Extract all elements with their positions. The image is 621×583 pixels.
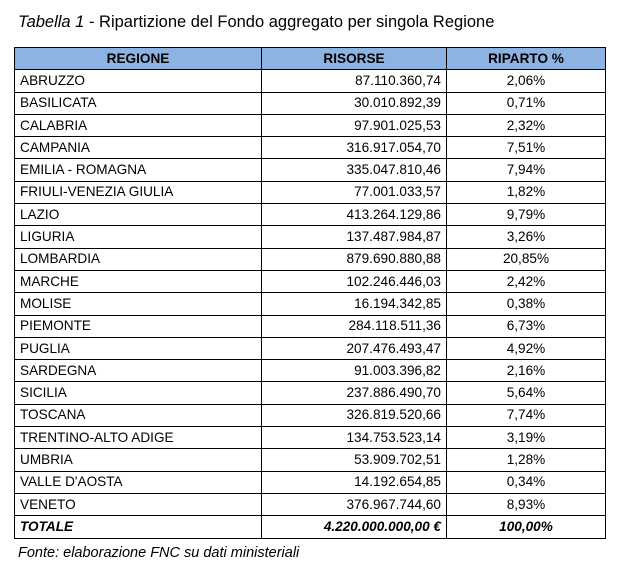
share-cell: 6,73% xyxy=(446,314,606,338)
resources-cell: 16.194.342,85 xyxy=(261,292,447,316)
regional-fund-table: REGIONE RISORSE RIPARTO % ABRUZZO 87.110.… xyxy=(14,46,606,539)
share-cell: 1,28% xyxy=(446,448,606,472)
table-row: SICILIA 237.886.490,70 5,64% xyxy=(14,381,606,405)
share-cell: 2,06% xyxy=(446,69,606,93)
share-cell: 2,32% xyxy=(446,113,606,138)
share-cell: 0,71% xyxy=(446,91,606,115)
share-cell: 2,16% xyxy=(446,359,606,383)
share-cell: 7,74% xyxy=(446,403,606,428)
region-cell: EMILIA - ROMAGNA xyxy=(14,158,262,182)
table-caption: Tabella 1 - Ripartizione del Fondo aggre… xyxy=(18,13,494,32)
total-share-cell: 100,00% xyxy=(446,515,606,539)
table-body: ABRUZZO 87.110.360,74 2,06% BASILICATA 30.01… xyxy=(14,69,606,539)
resources-cell: 91.003.396,82 xyxy=(261,359,447,383)
share-cell: 4,92% xyxy=(446,336,606,361)
total-region-cell: TOTALE xyxy=(14,515,262,539)
region-cell: VENETO xyxy=(14,492,262,517)
resources-cell: 284.118.511,36 xyxy=(261,314,447,338)
region-cell: TOSCANA xyxy=(14,403,262,428)
table-row: TRENTINO-ALTO ADIGE 134.753.523,14 3,19% xyxy=(14,426,606,450)
region-cell: MOLISE xyxy=(14,292,262,316)
region-cell: CAMPANIA xyxy=(14,136,262,160)
region-cell: CALABRIA xyxy=(14,113,262,138)
share-cell: 0,38% xyxy=(446,292,606,316)
table-row: LOMBARDIA 879.690.880,88 20,85% xyxy=(14,247,606,271)
total-row: TOTALE 4.220.000.000,00 €100,00% xyxy=(14,515,606,539)
table-row: LAZIO 413.264.129,86 9,79% xyxy=(14,203,606,227)
table-row: TOSCANA 326.819.520,66 7,74% xyxy=(14,403,606,428)
caption-label: Tabella 1 xyxy=(18,13,85,31)
resources-cell: 879.690.880,88 xyxy=(261,247,447,271)
caption-text: Ripartizione del Fondo aggregato per sin… xyxy=(99,13,495,31)
region-cell: PUGLIA xyxy=(14,336,262,361)
resources-cell: 326.819.520,66 xyxy=(261,403,447,428)
region-cell: MARCHE xyxy=(14,269,262,294)
table-row: UMBRIA 53.909.702,51 1,28% xyxy=(14,448,606,472)
resources-cell: 30.010.892,39 xyxy=(261,91,447,115)
region-cell: TRENTINO-ALTO ADIGE xyxy=(14,426,262,450)
share-cell: 9,79% xyxy=(446,203,606,227)
table-row: LIGURIA 137.487.984,87 3,26% xyxy=(14,225,606,249)
region-cell: SICILIA xyxy=(14,381,262,405)
region-cell: UMBRIA xyxy=(14,448,262,472)
table-row: CAMPANIA 316.917.054,70 7,51% xyxy=(14,136,606,160)
resources-cell: 134.753.523,14 xyxy=(261,426,447,450)
resources-cell: 237.886.490,70 xyxy=(261,381,447,405)
region-cell: ABRUZZO xyxy=(14,69,262,93)
table-row: PIEMONTE 284.118.511,36 6,73% xyxy=(14,314,606,338)
resources-cell: 413.264.129,86 xyxy=(261,203,447,227)
share-cell: 7,94% xyxy=(446,158,606,182)
share-cell: 1,82% xyxy=(446,180,606,205)
share-cell: 3,19% xyxy=(446,426,606,450)
total-resources-cell: 4.220.000.000,00 € xyxy=(261,515,447,539)
region-cell: LAZIO xyxy=(14,203,262,227)
header-region: REGIONE xyxy=(14,46,262,71)
caption-separator: - xyxy=(84,13,100,31)
region-cell: BASILICATA xyxy=(14,91,262,115)
table-row: EMILIA - ROMAGNA 335.047.810,46 7,94% xyxy=(14,158,606,182)
header-share: RIPARTO % xyxy=(446,46,606,71)
table-row: MOLISE 16.194.342,85 0,38% xyxy=(14,292,606,316)
resources-cell: 53.909.702,51 xyxy=(261,448,447,472)
resources-cell: 207.476.493,47 xyxy=(261,336,447,361)
share-cell: 7,51% xyxy=(446,136,606,160)
table-header-row: REGIONE RISORSE RIPARTO % xyxy=(14,46,606,71)
header-resources: RISORSE xyxy=(261,46,447,71)
resources-cell: 102.246.446,03 xyxy=(261,269,447,294)
resources-cell: 137.487.984,87 xyxy=(261,225,447,249)
resources-cell: 376.967.744,60 xyxy=(261,492,447,517)
table-row: PUGLIA 207.476.493,47 4,92% xyxy=(14,336,606,361)
region-cell: LOMBARDIA xyxy=(14,247,262,271)
table-row: SARDEGNA 91.003.396,82 2,16% xyxy=(14,359,606,383)
table-row: VALLE D'AOSTA 14.192.654,85 0,34% xyxy=(14,470,606,494)
resources-cell: 14.192.654,85 xyxy=(261,470,447,494)
source-note: Fonte: elaborazione FNC su dati minister… xyxy=(18,545,300,561)
region-cell: PIEMONTE xyxy=(14,314,262,338)
region-cell: VALLE D'AOSTA xyxy=(14,470,262,494)
share-cell: 0,34% xyxy=(446,470,606,494)
table-row: VENETO 376.967.744,60 8,93% xyxy=(14,492,606,517)
region-cell: LIGURIA xyxy=(14,225,262,249)
table-row: FRIULI-VENEZIA GIULIA 77.001.033,57 1,82% xyxy=(14,180,606,205)
table-row: BASILICATA 30.010.892,39 0,71% xyxy=(14,91,606,115)
resources-cell: 316.917.054,70 xyxy=(261,136,447,160)
resources-cell: 335.047.810,46 xyxy=(261,158,447,182)
region-cell: SARDEGNA xyxy=(14,359,262,383)
resources-cell: 77.001.033,57 xyxy=(261,180,447,205)
table-row: MARCHE 102.246.446,03 2,42% xyxy=(14,269,606,294)
resources-cell: 87.110.360,74 xyxy=(261,69,447,93)
share-cell: 8,93% xyxy=(446,492,606,517)
table-row: CALABRIA 97.901.025,53 2,32% xyxy=(14,113,606,138)
share-cell: 3,26% xyxy=(446,225,606,249)
share-cell: 5,64% xyxy=(446,381,606,405)
table-row: ABRUZZO 87.110.360,74 2,06% xyxy=(14,69,606,93)
share-cell: 2,42% xyxy=(446,269,606,294)
share-cell: 20,85% xyxy=(446,247,606,271)
resources-cell: 97.901.025,53 xyxy=(261,113,447,138)
region-cell: FRIULI-VENEZIA GIULIA xyxy=(14,180,262,205)
